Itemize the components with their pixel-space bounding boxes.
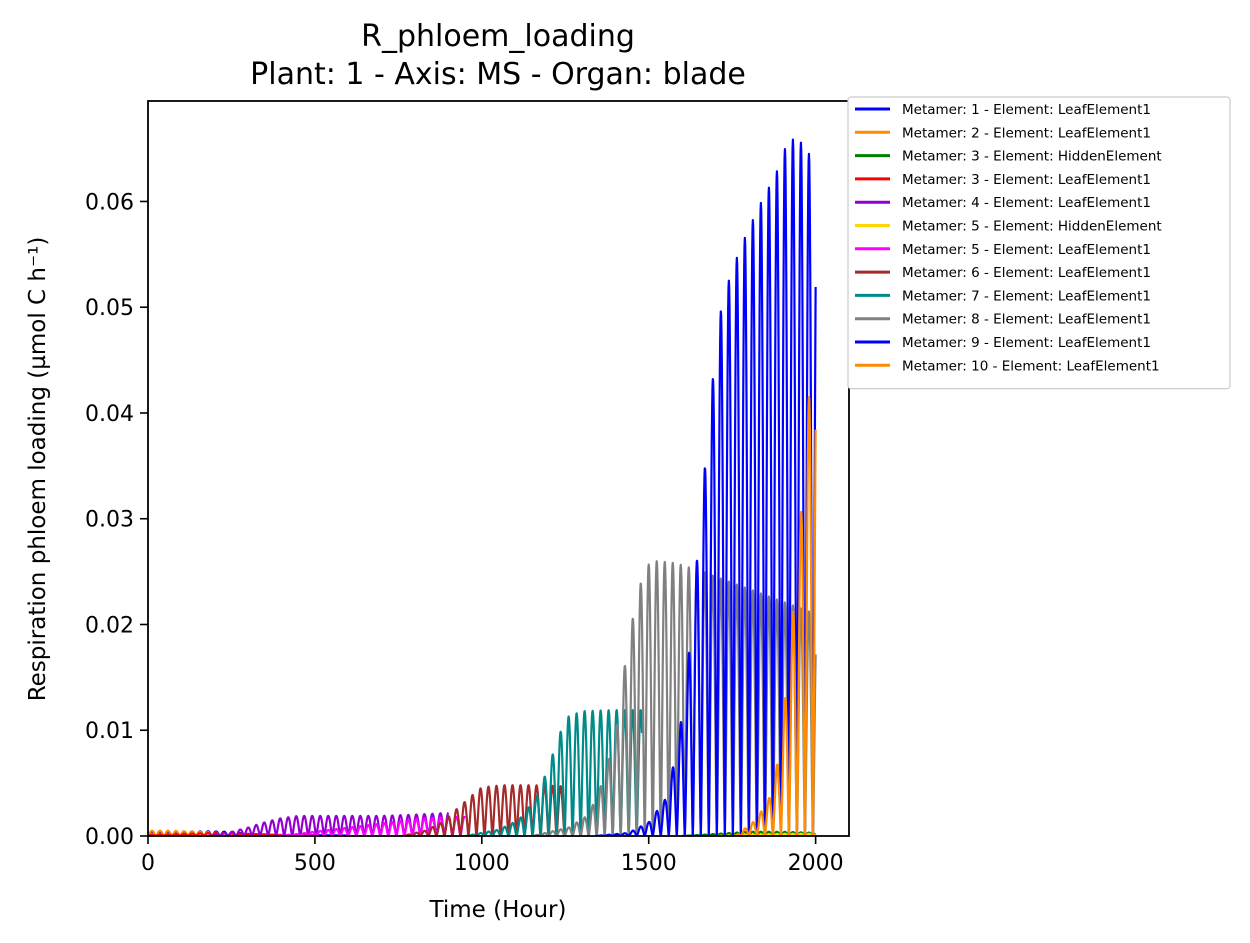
y-tick-label: 0.01 xyxy=(85,719,134,744)
y-tick-label: 0.06 xyxy=(85,190,134,215)
series-line-5 xyxy=(207,811,450,836)
y-tick-label: 0.03 xyxy=(85,508,134,533)
legend: Metamer: 1 - Element: LeafElement1 Metame… xyxy=(847,96,1231,390)
legend-label: Metamer: 7 - Element: LeafElement1 xyxy=(902,288,1151,304)
x-tick-label: 1000 xyxy=(454,851,510,876)
axes: 0 500 1000 1500 2000 0.00 0.01 0.02 0.03 0.04 0.05… xyxy=(85,100,850,876)
legend-label: Metamer: 5 - Element: HiddenElement xyxy=(902,219,1162,235)
y-tick-label: 0.04 xyxy=(85,402,134,427)
legend-label: Metamer: 8 - Element: LeafElement1 xyxy=(902,312,1151,328)
legend-label: Metamer: 3 - Element: HiddenElement xyxy=(902,149,1162,165)
x-axis-label: Time (Hour) xyxy=(429,897,567,923)
series-line-7 xyxy=(274,815,467,836)
y-tick-label: 0.02 xyxy=(85,613,134,638)
legend-box xyxy=(847,96,1231,390)
legend-label: Metamer: 10 - Element: LeafElement1 xyxy=(902,358,1160,374)
x-tick-label: 1500 xyxy=(621,851,677,876)
plot-area xyxy=(148,138,817,836)
y-tick-label: 0.00 xyxy=(85,825,134,850)
legend-label: Metamer: 6 - Element: LeafElement1 xyxy=(902,265,1151,281)
legend-label: Metamer: 5 - Element: LeafElement1 xyxy=(902,242,1151,258)
x-tick-label: 0 xyxy=(141,851,155,876)
legend-label: Metamer: 2 - Element: LeafElement1 xyxy=(902,125,1151,141)
series-line-11 xyxy=(594,138,817,836)
x-tick-label: 2000 xyxy=(788,851,844,876)
legend-label: Metamer: 9 - Element: LeafElement1 xyxy=(902,335,1151,351)
chart-title: R_phloem_loading xyxy=(361,19,635,54)
legend-label: Metamer: 4 - Element: LeafElement1 xyxy=(902,195,1151,211)
y-tick-label: 0.05 xyxy=(85,296,134,321)
series-line-3 xyxy=(681,830,817,836)
series-line-10 xyxy=(531,560,817,836)
plot-frame xyxy=(147,100,850,837)
series-line-12 xyxy=(734,396,817,836)
y-axis-label: Respiration phloem loading (µmol C h⁻¹) xyxy=(25,237,51,702)
x-tick-label: 500 xyxy=(294,851,336,876)
chart-subtitle: Plant: 1 - Axis: MS - Organ: blade xyxy=(250,57,746,92)
legend-label: Metamer: 1 - Element: LeafElement1 xyxy=(902,102,1151,118)
legend-label: Metamer: 3 - Element: LeafElement1 xyxy=(902,172,1151,188)
